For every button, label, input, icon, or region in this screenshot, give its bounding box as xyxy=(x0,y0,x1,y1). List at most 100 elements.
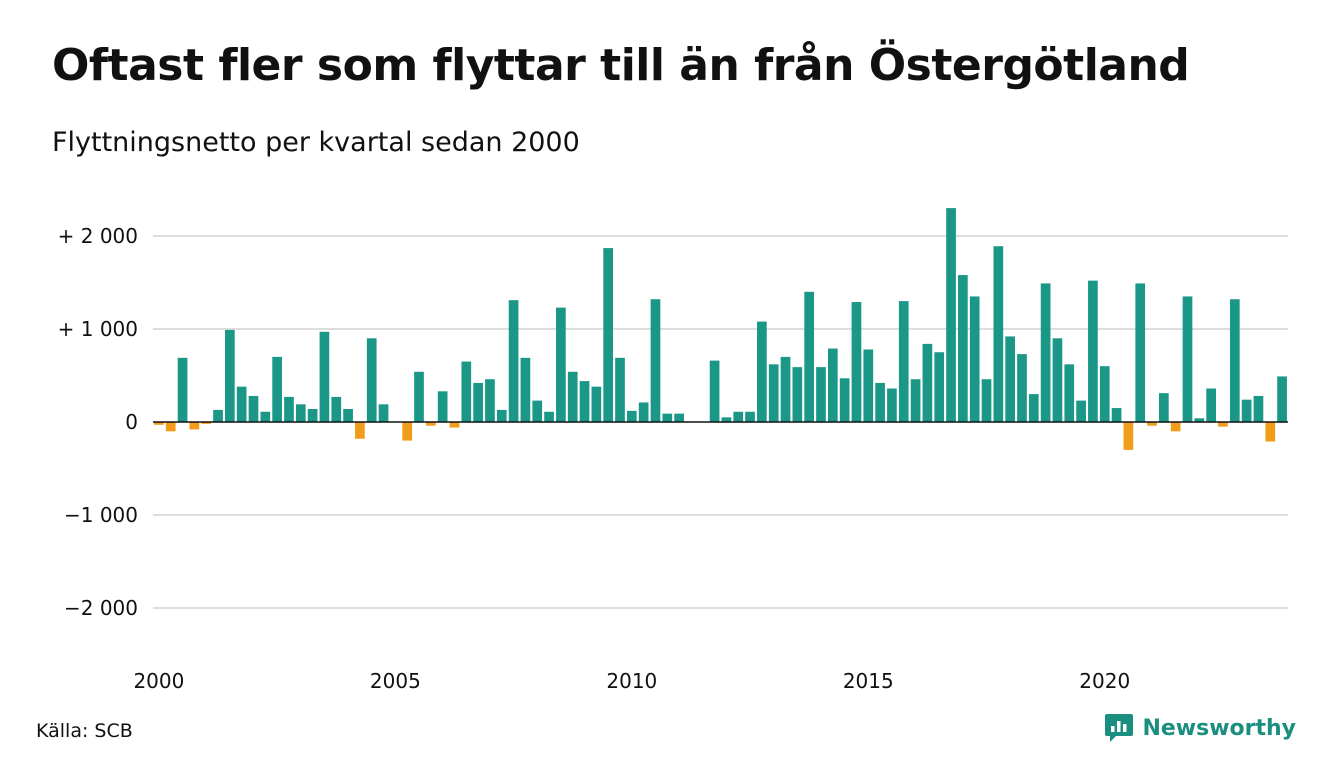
x-tick-label: 2005 xyxy=(370,669,421,693)
bar xyxy=(378,404,389,422)
brand-logo: Newsworthy xyxy=(1104,712,1296,744)
bar xyxy=(958,275,968,422)
x-tick-label: 2020 xyxy=(1079,669,1130,693)
bar xyxy=(307,408,318,422)
bar xyxy=(461,361,472,422)
bar xyxy=(544,411,554,422)
bar xyxy=(1159,393,1169,422)
bar xyxy=(1088,280,1098,422)
bar xyxy=(355,422,365,439)
y-tick-label: + 2 000 xyxy=(58,224,138,248)
bar xyxy=(638,402,649,422)
gridlines xyxy=(153,235,1288,609)
bar xyxy=(615,357,625,422)
y-tick-label: −1 000 xyxy=(64,503,138,527)
bar xyxy=(674,413,684,422)
bar xyxy=(910,379,921,422)
bar xyxy=(981,379,992,422)
bar xyxy=(508,300,519,422)
bar xyxy=(225,329,235,422)
bar xyxy=(709,360,720,422)
bar xyxy=(626,410,637,422)
bar xyxy=(934,352,945,422)
bar xyxy=(1028,394,1039,422)
bar xyxy=(201,422,212,424)
brand-name: Newsworthy xyxy=(1142,715,1296,741)
bar xyxy=(165,422,176,432)
bar xyxy=(993,246,1004,422)
bar xyxy=(1123,422,1134,450)
bar xyxy=(898,301,909,422)
bar xyxy=(473,382,483,422)
bar xyxy=(745,411,755,422)
bar xyxy=(284,396,294,422)
x-axis-labels: 2000 2005 2010 2015 2020 xyxy=(133,669,1130,693)
bar xyxy=(969,296,980,422)
bar xyxy=(1229,299,1240,422)
bar xyxy=(248,395,259,422)
bar xyxy=(414,371,424,422)
bar xyxy=(437,391,448,422)
bar xyxy=(780,356,791,422)
bar xyxy=(449,422,460,428)
x-tick-label: 2015 xyxy=(843,669,894,693)
bar xyxy=(1170,422,1181,432)
bar xyxy=(768,364,779,422)
y-tick-label: + 1 000 xyxy=(58,317,138,341)
bar xyxy=(757,321,767,422)
bar xyxy=(603,248,614,422)
x-tick-label: 2010 xyxy=(606,669,657,693)
bar xyxy=(236,386,247,422)
bar xyxy=(366,338,377,422)
bar xyxy=(1241,399,1252,422)
bar xyxy=(154,422,164,425)
bar xyxy=(827,348,838,422)
bar xyxy=(1182,296,1193,422)
y-axis-labels: + 2 000 + 1 000 0 −1 000 −2 000 xyxy=(58,224,138,620)
bar xyxy=(402,422,413,441)
bar xyxy=(922,343,933,422)
bar xyxy=(1277,376,1287,422)
bar xyxy=(1076,400,1086,422)
bar xyxy=(496,409,507,422)
bar xyxy=(1194,418,1205,422)
bar xyxy=(887,388,897,422)
bar xyxy=(1052,338,1063,422)
bar xyxy=(485,379,495,422)
bar xyxy=(875,382,885,422)
bar xyxy=(1206,388,1216,422)
bar xyxy=(792,367,803,422)
bar xyxy=(1005,336,1015,422)
bar xyxy=(804,291,815,422)
bar xyxy=(662,413,673,422)
bar xyxy=(863,349,874,422)
bar xyxy=(260,411,271,422)
bar xyxy=(1099,366,1110,422)
bar xyxy=(556,307,566,422)
bar xyxy=(579,381,590,422)
bar xyxy=(1135,283,1146,422)
bar xyxy=(1265,422,1276,442)
bar xyxy=(295,404,306,422)
bar xyxy=(721,417,732,422)
bar xyxy=(1111,408,1122,422)
bar xyxy=(520,357,531,422)
bar xyxy=(1017,354,1027,422)
bar xyxy=(816,367,826,422)
bar xyxy=(189,422,200,430)
bar xyxy=(319,331,330,422)
bar xyxy=(1147,422,1157,426)
bar xyxy=(650,299,661,422)
source-note: Källa: SCB xyxy=(36,720,133,742)
bar xyxy=(851,302,862,422)
bar xyxy=(177,357,188,422)
bar xyxy=(733,411,744,422)
bar xyxy=(591,386,602,422)
bar xyxy=(331,396,342,422)
chart-title: Oftast fler som flyttar till än från Öst… xyxy=(52,40,1190,91)
bar xyxy=(532,400,543,422)
bar xyxy=(839,378,850,422)
bar xyxy=(213,409,223,422)
bar-chart: + 2 000 + 1 000 0 −1 000 −2 000 2000 2005 2010… xyxy=(58,208,1288,693)
bars xyxy=(154,208,1287,450)
